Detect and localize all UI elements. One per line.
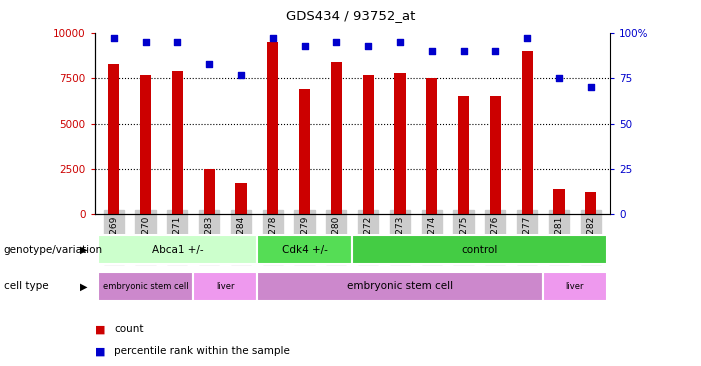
Bar — [98, 235, 257, 264]
Bar — [426, 78, 437, 214]
Bar — [257, 235, 353, 264]
Text: ■: ■ — [95, 346, 105, 356]
Text: ▶: ▶ — [80, 245, 88, 255]
Text: control: control — [461, 245, 498, 255]
Point — [108, 36, 119, 41]
Text: percentile rank within the sample: percentile rank within the sample — [114, 346, 290, 356]
Bar — [108, 64, 119, 214]
Bar — [458, 96, 469, 214]
Text: Cdk4 +/-: Cdk4 +/- — [282, 245, 327, 255]
Point — [331, 39, 342, 45]
Bar — [98, 272, 193, 301]
Bar — [543, 272, 606, 301]
Point — [553, 75, 564, 81]
Bar — [203, 169, 215, 214]
Text: embryonic stem cell: embryonic stem cell — [103, 282, 189, 291]
Bar — [395, 73, 405, 214]
Point — [236, 72, 247, 78]
Text: liver: liver — [566, 282, 584, 291]
Bar — [490, 96, 501, 214]
Bar — [267, 42, 278, 214]
Bar — [172, 71, 183, 214]
Point — [458, 48, 469, 54]
Bar — [553, 189, 564, 214]
Text: genotype/variation: genotype/variation — [4, 245, 102, 255]
Text: Abca1 +/-: Abca1 +/- — [151, 245, 203, 255]
Bar — [362, 75, 374, 214]
Bar — [522, 51, 533, 214]
Text: ■: ■ — [95, 324, 105, 335]
Point — [585, 85, 597, 90]
Bar — [331, 62, 342, 214]
Bar — [236, 183, 247, 214]
Bar — [299, 89, 310, 214]
Point — [299, 43, 310, 49]
Text: embryonic stem cell: embryonic stem cell — [347, 281, 453, 291]
Point — [172, 39, 183, 45]
Bar — [585, 193, 597, 214]
Point — [140, 39, 151, 45]
Text: ▶: ▶ — [80, 281, 88, 291]
Bar — [140, 75, 151, 214]
Text: GDS434 / 93752_at: GDS434 / 93752_at — [286, 9, 415, 22]
Point — [522, 36, 533, 41]
Point — [490, 48, 501, 54]
Point — [203, 61, 215, 67]
Point — [426, 48, 437, 54]
Text: cell type: cell type — [4, 281, 48, 291]
Text: count: count — [114, 324, 144, 335]
Text: liver: liver — [216, 282, 234, 291]
Point — [395, 39, 406, 45]
Bar — [193, 272, 257, 301]
Point — [267, 36, 278, 41]
Point — [362, 43, 374, 49]
Bar — [353, 235, 606, 264]
Bar — [257, 272, 543, 301]
